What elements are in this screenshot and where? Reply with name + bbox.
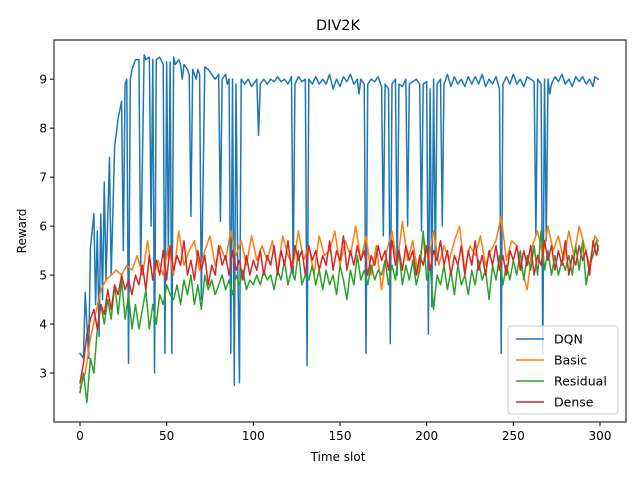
legend-label-dense: Dense — [554, 395, 594, 410]
y-tick-label: 4 — [39, 318, 47, 332]
legend-box — [507, 325, 619, 415]
x-axis-title: Time slot — [310, 450, 366, 464]
y-tick-label: 8 — [39, 122, 47, 136]
y-tick-label: 3 — [39, 367, 47, 381]
x-tick-label: 300 — [589, 429, 612, 443]
x-tick-label: 150 — [329, 429, 352, 443]
legend: DQN Basic Residual Dense — [507, 325, 619, 415]
y-tick-label: 7 — [39, 171, 47, 185]
legend-label-basic: Basic — [554, 353, 587, 368]
x-tick-label: 0 — [76, 429, 84, 443]
y-axis: 3 4 5 6 7 8 9 — [39, 73, 54, 381]
series-layer — [78, 53, 600, 404]
chart-title: DIV2K — [316, 18, 361, 34]
x-tick-label: 200 — [415, 429, 438, 443]
x-tick-label: 250 — [502, 429, 525, 443]
y-axis-title: Reward — [15, 209, 29, 254]
legend-label-residual: Residual — [554, 374, 607, 389]
legend-label-dqn: DQN — [554, 332, 583, 347]
y-tick-label: 9 — [39, 73, 47, 87]
x-tick-label: 100 — [242, 429, 265, 443]
x-tick-label: 50 — [159, 429, 174, 443]
series-line-dense — [79, 235, 600, 384]
y-tick-label: 6 — [39, 220, 47, 234]
x-axis: 0 50 100 150 200 250 300 — [76, 422, 611, 443]
y-tick-label: 5 — [39, 269, 47, 283]
